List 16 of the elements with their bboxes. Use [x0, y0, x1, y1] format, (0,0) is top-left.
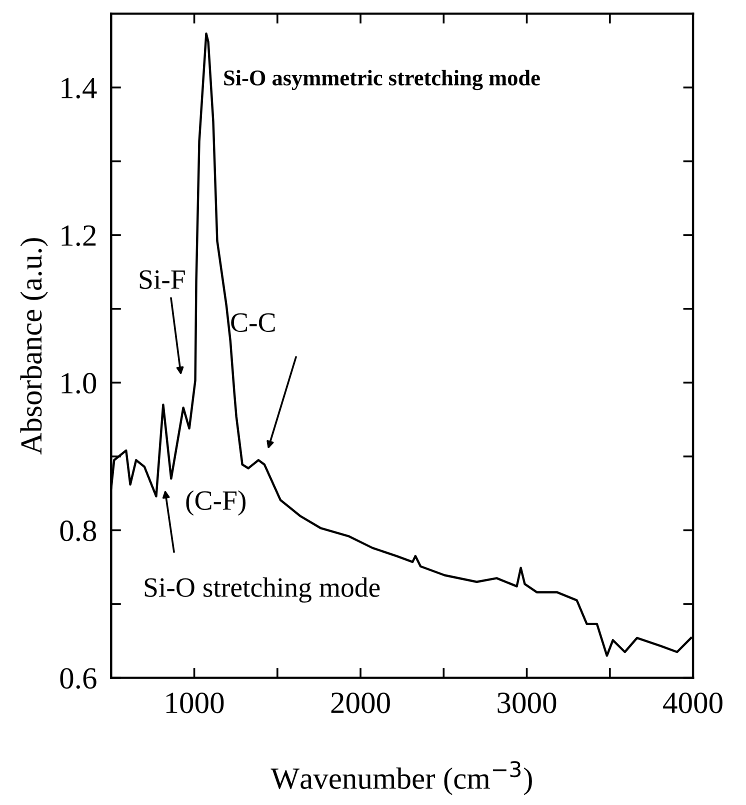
y-tick-label: 0.8: [60, 520, 96, 542]
y-tick-label: 1.0: [62, 372, 96, 394]
x-tick-label: 1000: [166, 692, 224, 714]
x-tick-label: 4000: [663, 692, 722, 714]
annotation: (C-F): [186, 490, 246, 516]
annotation: Si-O asymmetric stretching mode: [224, 70, 540, 90]
annotation: C-C: [231, 313, 275, 332]
annotation: Si-F: [140, 270, 185, 289]
x-tick-label: 3000: [498, 692, 556, 714]
y-axis-title: Absorbance (a.u.): [20, 238, 48, 454]
annotation: Si-O stretching mode: [144, 577, 380, 603]
y-tick-label: 0.6: [60, 668, 96, 689]
x-axis-title: Wavenumber (cm$^{−3}$): [270, 761, 532, 796]
x-tick-label: 2000: [331, 692, 390, 714]
y-tick-label: 1.4: [62, 78, 97, 99]
y-tick-label: 1.2: [62, 225, 96, 246]
